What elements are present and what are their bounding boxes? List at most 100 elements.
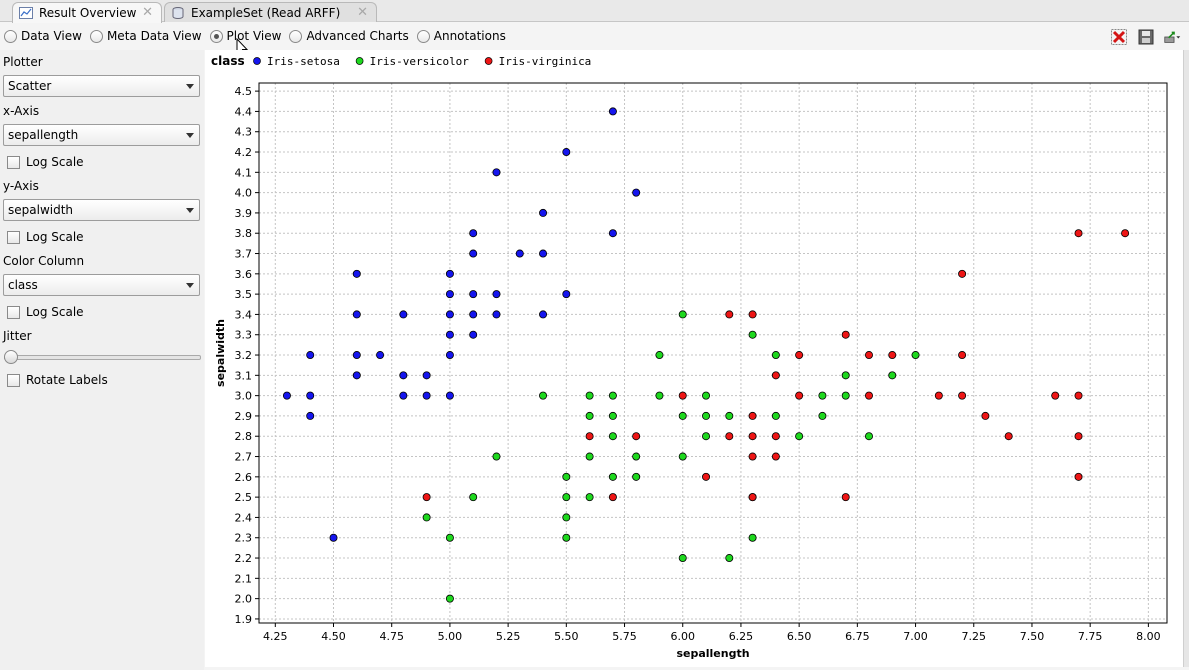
radio-data-view[interactable]: Data View <box>4 29 82 43</box>
plot-border <box>258 82 1168 624</box>
tab-exampleset[interactable]: ExampleSet (Read ARFF) ✕ <box>164 2 377 22</box>
x-tick-label: 6.00 <box>670 630 695 643</box>
x-log-scale-checkbox[interactable]: Log Scale <box>7 155 84 169</box>
data-point <box>515 249 524 258</box>
rotate-labels-checkbox[interactable]: Rotate Labels <box>7 373 108 387</box>
y-tick-label: 3.8 <box>235 227 253 240</box>
data-point <box>469 493 478 502</box>
data-point <box>1074 472 1083 481</box>
x-axis-select[interactable]: sepallength <box>3 124 200 146</box>
series-iris-setosa <box>282 107 641 542</box>
data-point <box>608 493 617 502</box>
plot-settings-panel: Plotter Scatter x-Axis sepallength Log S… <box>0 50 204 670</box>
radio-label: Advanced Charts <box>306 29 409 43</box>
color-column-select[interactable]: class <box>3 274 200 296</box>
y-tick-label: 2.9 <box>235 410 253 423</box>
y-tick-label: 1.9 <box>235 613 253 626</box>
data-point <box>539 310 548 319</box>
data-point <box>282 391 291 400</box>
data-point <box>864 351 873 360</box>
data-point <box>958 391 967 400</box>
data-point <box>725 554 734 563</box>
data-point <box>1074 229 1083 238</box>
data-point <box>608 107 617 116</box>
y-tick-label: 3.1 <box>235 369 253 382</box>
data-point <box>608 472 617 481</box>
x-tick-label: 5.50 <box>554 630 579 643</box>
y-axis-label: y-Axis <box>3 179 39 193</box>
tab-result-overview[interactable]: Result Overview ✕ <box>12 2 162 23</box>
data-point <box>748 493 757 502</box>
vertical-scrollbar[interactable] <box>1183 50 1189 667</box>
y-tick-label: 2.2 <box>235 552 253 565</box>
data-point <box>422 391 431 400</box>
radio-meta-data-view[interactable]: Meta Data View <box>89 29 202 43</box>
data-point <box>655 351 664 360</box>
data-point <box>469 310 478 319</box>
y-log-scale-checkbox[interactable]: Log Scale <box>7 230 84 244</box>
y-tick-label: 4.1 <box>235 166 253 179</box>
close-red-icon[interactable] <box>1110 28 1127 45</box>
y-tick-label: 2.1 <box>235 572 253 585</box>
data-point <box>655 391 664 400</box>
data-point <box>888 351 897 360</box>
y-tick-label: 3.6 <box>235 268 253 281</box>
slider-handle[interactable] <box>4 350 18 364</box>
save-icon[interactable] <box>1137 28 1154 45</box>
data-point <box>329 533 338 542</box>
scatter-chart[interactable]: class Iris-setosa Iris-versicolor Iris-virg… <box>205 50 1184 667</box>
checkbox-label: Log Scale <box>26 155 84 169</box>
data-point <box>562 290 571 299</box>
y-tick-label: 3.5 <box>235 288 253 301</box>
data-point <box>445 310 454 319</box>
jitter-slider[interactable] <box>4 350 201 364</box>
data-point <box>562 148 571 157</box>
data-point <box>585 411 594 420</box>
data-point <box>422 371 431 380</box>
view-mode-bar: Data View Meta Data View Plot View Advan… <box>0 23 1189 49</box>
data-point <box>376 351 385 360</box>
data-point <box>445 269 454 278</box>
data-point <box>469 330 478 339</box>
checkbox-label: Log Scale <box>26 230 84 244</box>
y-tick-label: 2.3 <box>235 532 253 545</box>
color-log-scale-checkbox[interactable]: Log Scale <box>7 305 84 319</box>
data-point <box>934 391 943 400</box>
chevron-down-icon <box>186 133 194 138</box>
data-point <box>748 310 757 319</box>
close-tab-icon[interactable]: ✕ <box>357 5 368 20</box>
data-point <box>608 229 617 238</box>
tab-bar: Result Overview ✕ ExampleSet (Read ARFF)… <box>0 0 1189 23</box>
close-tab-icon[interactable]: ✕ <box>142 5 153 20</box>
data-point <box>399 391 408 400</box>
data-point <box>981 411 990 420</box>
radio-label: Data View <box>21 29 82 43</box>
data-point <box>678 554 687 563</box>
data-point <box>562 493 571 502</box>
y-tick-label: 2.5 <box>235 491 253 504</box>
data-point <box>795 391 804 400</box>
checkbox-label: Rotate Labels <box>26 373 108 387</box>
data-point <box>539 391 548 400</box>
x-tick-label: 4.50 <box>321 630 346 643</box>
data-point <box>678 452 687 461</box>
radio-advanced-charts[interactable]: Advanced Charts <box>289 29 409 43</box>
y-tick-label: 4.3 <box>235 126 253 139</box>
data-point <box>725 432 734 441</box>
radio-plot-view[interactable]: Plot View <box>209 29 281 43</box>
y-tick-label: 3.7 <box>235 248 253 261</box>
data-point <box>818 391 827 400</box>
x-tick-label: 7.00 <box>903 630 928 643</box>
data-point <box>562 513 571 522</box>
data-point <box>562 533 571 542</box>
data-point <box>958 269 967 278</box>
radio-annotations[interactable]: Annotations <box>416 29 506 43</box>
plotter-select[interactable]: Scatter <box>3 75 200 97</box>
data-point <box>469 249 478 258</box>
data-point <box>352 310 361 319</box>
export-icon[interactable] <box>1164 28 1181 45</box>
y-axis-select[interactable]: sepalwidth <box>3 199 200 221</box>
data-point <box>795 351 804 360</box>
legend-item: Iris-virginica <box>499 55 592 68</box>
x-tick-label: 4.25 <box>263 630 288 643</box>
